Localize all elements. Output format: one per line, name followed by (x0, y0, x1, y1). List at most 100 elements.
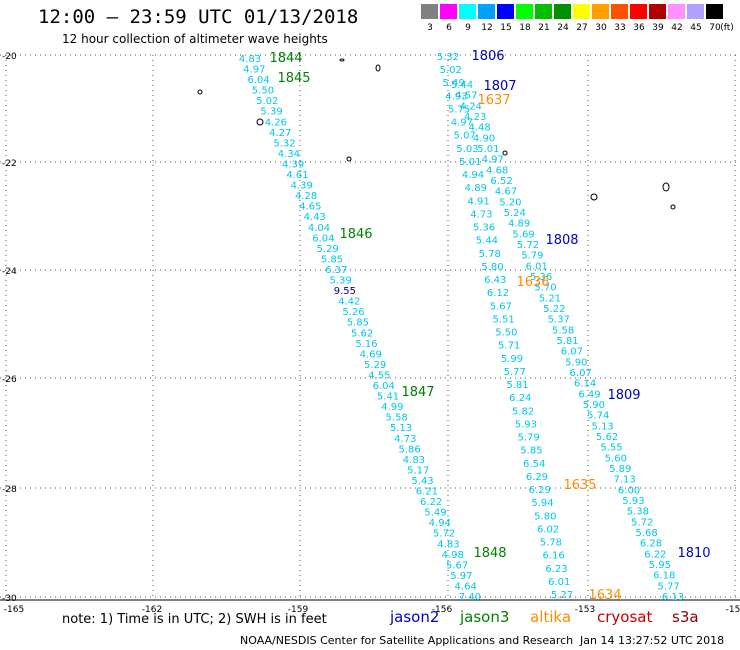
legend-swatch (535, 4, 552, 19)
track-b-swh-label: 5.78 (479, 249, 501, 260)
track-b-swh-label: 5.44 (476, 236, 498, 247)
island-marker (502, 150, 508, 156)
track-a-swh-label: 6.04 (312, 233, 334, 244)
axis-ticks: -165 -162 -159 -156 -153 -15 -20 -22 -24 -26 -28 -3… (2, 52, 740, 615)
legend-swatch (649, 4, 666, 19)
legend-label: 33 (614, 23, 626, 33)
track-b-swh-label: 6.54 (523, 459, 545, 470)
island-marker (670, 204, 676, 210)
legend-swatch (687, 4, 704, 19)
lon-tick-label: -153 (575, 605, 595, 615)
track-b-swh-label: 5.03 (456, 144, 478, 155)
source-credit: NOAA/NESDIS Center for Satellite Applica… (240, 634, 574, 647)
track-c-swh-label: 5.90 (565, 357, 587, 368)
track-b-swh-label: 5.07 (454, 131, 476, 142)
track-time-label: 1810 (677, 546, 710, 561)
track-b-swh-label: 5.99 (501, 354, 523, 365)
track-a-swh-label: 5.29 (364, 360, 386, 371)
lat-tick-label: -30 (2, 594, 17, 604)
track-b-swh-label: 4.89 (465, 183, 487, 194)
track-c-swh-label: 5.22 (543, 304, 565, 315)
track-c-swh-label: 5.68 (635, 528, 657, 539)
track-b-swh-label: 4.94 (462, 170, 484, 181)
track-c-swh-label: 5.58 (552, 325, 574, 336)
track-b-swh-label: 5.75 (448, 104, 470, 115)
satellite-label-jason2: jason2 (390, 608, 440, 626)
track-c-swh-label: 5.95 (649, 560, 671, 571)
track-a-swh-label: 5.72 (433, 529, 455, 540)
legend-label: 18 (519, 23, 531, 33)
track-a-swh-label: 5.32 (273, 138, 295, 149)
track-b-swh-label: 5.85 (520, 446, 542, 457)
legend-label: 36 (633, 23, 645, 33)
track-time-label: 1636 (516, 275, 549, 290)
track-c-swh-label: 5.79 (521, 251, 543, 262)
island-marker (662, 182, 670, 192)
track-c-swh-label: 5.77 (657, 581, 679, 592)
lat-tick-label: -22 (2, 159, 17, 169)
track-a-swh-label: 5.16 (355, 339, 377, 350)
track-c-swh-label: 4.24 (460, 101, 482, 112)
track-b-swh-label: 6.43 (484, 275, 506, 286)
track-c-swh-label: 5.93 (622, 496, 644, 507)
legend-unit: (ft) (720, 23, 734, 33)
track-b-swh-label: 5.27 (551, 590, 573, 601)
track-c-swh-label: 5.74 (587, 411, 609, 422)
track-a-swh-label: 4.04 (308, 223, 330, 234)
track-b-swh-label: 5.80 (481, 262, 503, 273)
legend-swatch (611, 4, 628, 19)
satellite-label-s3a: s3a (672, 608, 699, 626)
track-a-swh-label: 5.85 (321, 254, 343, 265)
track-b-swh-label: 6.01 (548, 577, 570, 588)
track-b-swh-label: 4.91 (467, 196, 489, 207)
legend-label: 24 (557, 23, 569, 33)
track-c-swh-label: 5.38 (627, 507, 649, 518)
track-a-swh-label: 5.86 (398, 444, 420, 455)
track-time-label: 1808 (545, 233, 578, 248)
track-a-swh-label: 4.26 (265, 117, 287, 128)
track-time-label: 1844 (269, 51, 302, 66)
legend-swatch (497, 4, 514, 19)
track-a-swh-label: 4.97 (243, 65, 265, 76)
track-a-swh-label: 5.62 (351, 328, 373, 339)
track-c-swh-label: 6.49 (578, 389, 600, 400)
track-a-swh-label: 4.61 (286, 170, 308, 181)
track-a-swh-label: 5.85 (347, 318, 369, 329)
track-c-swh-label: 4.90 (473, 133, 495, 144)
track-b-swh-label: 5.49 (442, 78, 464, 89)
islands (197, 58, 676, 210)
track-c-swh-label: 4.48 (468, 123, 490, 134)
legend-label: 27 (576, 23, 588, 33)
track-a-swh-label: 5.39 (329, 276, 351, 287)
track-b-swh-label: 6.02 (537, 524, 559, 535)
track-a-swh-label: 5.50 (252, 86, 274, 97)
track-b-swh-label: 5.93 (515, 419, 537, 430)
track-a-swh-label: 4.69 (360, 349, 382, 360)
track-c-swh-label: 5.37 (548, 315, 570, 326)
track-b-swh-label: 5.82 (512, 406, 534, 417)
track-c-swh-label: 4.68 (486, 165, 508, 176)
legend-label: 30 (595, 23, 607, 33)
legend-swatch (573, 4, 590, 19)
track-time-label: 1848 (473, 546, 506, 561)
track-a-swh-label: 4.28 (295, 191, 317, 202)
track-a-swh-label: 4.73 (394, 434, 416, 445)
legend-swatch (421, 4, 438, 19)
track-b-swh-label: 5.78 (540, 538, 562, 549)
lat-tick-label: -20 (2, 52, 17, 62)
track-c-swh-label: 4.57 (455, 91, 477, 102)
track-b-swh-label: 4.93 (445, 91, 467, 102)
island-marker (375, 64, 381, 72)
track-b-swh-label: 5.80 (534, 511, 556, 522)
track-a-swh-label: 5.13 (390, 423, 412, 434)
track-c-swh-label: 5.01 (477, 144, 499, 155)
legend-label: 15 (500, 23, 512, 33)
track-time-label: 1809 (607, 388, 640, 403)
track-b-swh-label: 5.32 (437, 52, 459, 63)
track-a-swh-label: 5.41 (377, 392, 399, 403)
track-c-swh-label: 6.01 (526, 261, 548, 272)
track-a-swh-label: 5.49 (424, 508, 446, 519)
track-a-swh-label: 4.83 (437, 539, 459, 550)
map-grid (0, 54, 740, 601)
